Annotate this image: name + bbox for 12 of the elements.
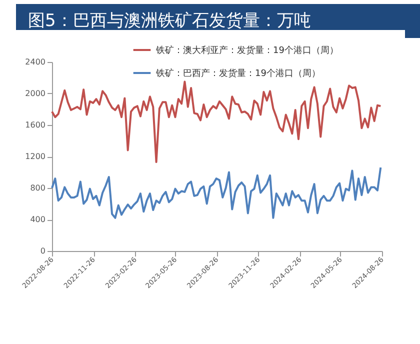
line-series — [51, 80, 382, 164]
y-tick-label: 2400 — [25, 58, 46, 66]
chart-title: 图5：巴西与澳洲铁矿石发货量：万吨 — [16, 4, 420, 38]
y-tick-label: 2000 — [25, 89, 46, 98]
legend-label: 铁矿：澳大利亚产：发货量：19个港口（周） — [155, 45, 338, 56]
line-series — [51, 166, 382, 219]
y-tick-label: 1200 — [25, 152, 46, 161]
y-tick-label: 800 — [30, 184, 46, 192]
y-tick-label: 1600 — [25, 120, 46, 130]
legend-label: 铁矿：巴西产：发货量：19个港口（周） — [155, 68, 320, 79]
y-tick-label: 400 — [30, 215, 46, 224]
y-tick-label: 0 — [40, 246, 46, 256]
